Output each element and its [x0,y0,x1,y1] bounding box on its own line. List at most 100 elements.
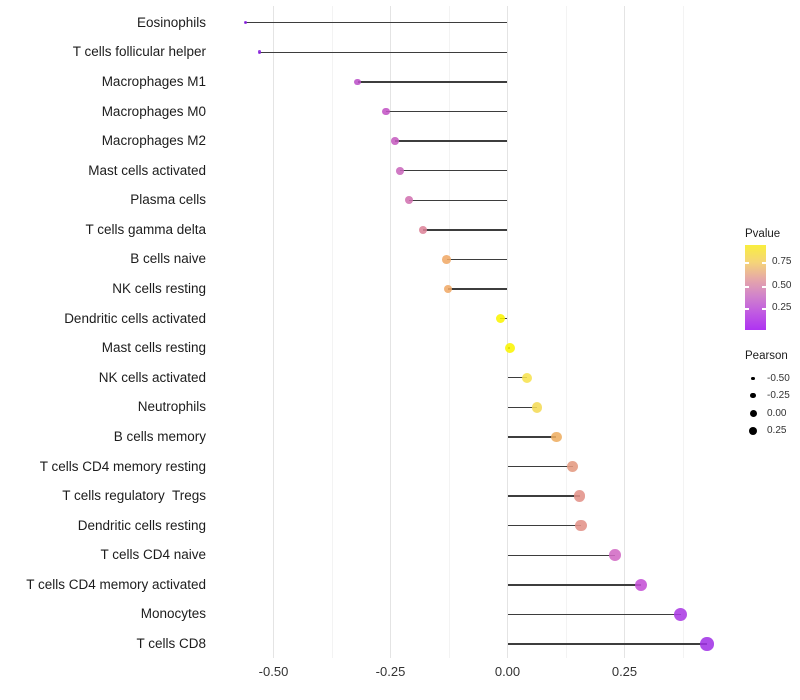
y-axis-label: T cells follicular helper [72,44,206,60]
lollipop-stem [395,140,508,142]
gradient-tick [745,308,749,310]
y-axis-label: T cells CD8 [136,635,206,651]
lollipop-stem [245,22,508,24]
lollipop-dot [700,637,714,651]
lollipop-dot [405,196,414,205]
lollipop-dot [522,372,533,383]
pvalue-color-legend: Pvalue 0.75 0.50 0.25 [745,228,800,340]
lollipop-stem [446,258,508,261]
size-key-dot [745,392,761,399]
lollipop-dot [257,50,262,55]
lollipop-stem [507,377,528,379]
lollipop-dot [566,460,579,473]
pearson-size-legend: Pearson -0.50 -0.25 0.00 0.25 [745,350,800,450]
lollipop-dot [442,255,452,264]
y-axis-label: T cells CD4 memory activated [26,576,206,592]
y-axis-label: Monocytes [140,606,206,622]
gradient-tick [745,262,749,264]
lollipop-dot [395,166,404,175]
lollipop-stem [423,229,508,231]
lollipop-stem [409,199,508,201]
pearson-legend-entry: 0.00 [745,405,786,422]
pvalue-legend-title: Pvalue [745,228,781,240]
gradient-tick [762,262,766,264]
y-axis-label: T cells gamma delta [85,221,206,237]
lollipop-stem [507,584,641,586]
lollipop-dot [495,313,506,324]
pvalue-tick-label: 0.75 [772,256,792,267]
y-axis-label: Macrophages M0 [101,103,206,119]
lollipop-stem [507,554,616,556]
lollipop-stem [385,110,508,113]
y-axis-label: Dendritic cells resting [77,517,206,533]
pearson-legend-title: Pearson [745,350,788,362]
lollipop-dot [443,284,453,294]
y-axis-label: B cells naive [130,251,206,267]
minor-gridline [331,6,333,658]
lollipop-dot [504,343,515,354]
lollipop-stem [507,406,537,409]
major-gridline [390,6,391,658]
gradient-tick [762,286,766,288]
x-tick-label: 0.25 [611,664,638,679]
lollipop-dot [573,490,586,502]
pvalue-tick-label: 0.25 [772,302,792,313]
lollipop-dot [354,78,362,86]
y-axis-label: Macrophages M2 [101,133,206,149]
y-axis-label: Macrophages M1 [101,73,206,89]
lollipop-dot [634,578,647,591]
lollipop-stem [259,51,508,54]
y-axis-label: Mast cells resting [101,340,206,356]
major-gridline [273,6,274,658]
lollipop-stem [507,643,707,645]
y-axis-label: B cells memory [113,428,206,444]
y-axis-label: T cells regulatory Tregs [62,488,206,504]
size-key-dot [745,376,761,381]
pearson-legend-value: 0.25 [767,425,787,436]
x-tick-label: 0.00 [494,664,521,679]
y-axis-label: Eosinophils [136,14,206,30]
size-key-dot [745,409,761,417]
y-axis-label: Neutrophils [137,399,206,415]
gradient-tick [762,308,766,310]
y-axis-label: Mast cells activated [88,162,206,178]
gradient-tick [745,286,749,288]
major-gridline [507,6,508,658]
minor-gridline [448,6,450,658]
lollipop-stem [507,436,557,438]
y-axis-label: Plasma cells [130,192,206,208]
x-tick-label: -0.25 [375,664,406,679]
lollipop-stem [507,613,681,616]
lollipop-dot [575,520,587,532]
lollipop-dot [243,21,247,25]
minor-gridline [682,6,684,658]
lollipop-dot [382,107,390,116]
lollipop-stem [357,81,508,83]
size-key-dot [745,426,761,435]
y-axis-label: T cells CD4 naive [100,547,206,563]
pearson-legend-value: -0.25 [767,390,790,401]
lollipop-dot [531,402,543,413]
pearson-legend-value: -0.50 [767,373,790,384]
lollipop-dot [419,225,428,234]
lollipop-stem [507,524,581,527]
x-tick-label: -0.50 [258,664,289,679]
pvalue-gradient-bar [745,245,766,330]
y-axis-label: Dendritic cells activated [64,310,206,326]
y-axis-label: NK cells resting [112,281,206,297]
y-axis-label: T cells CD4 memory resting [39,458,206,474]
lollipop-dot [391,137,399,145]
lollipop-dot [609,549,622,562]
minor-gridline [565,6,567,658]
pearson-legend-value: 0.00 [767,407,787,419]
major-gridline [624,6,625,658]
lollipop-stem [399,170,508,172]
y-axis-label: NK cells activated [98,369,206,385]
lollipop-stem [448,288,508,290]
lollipop-dot [550,431,562,443]
pearson-legend-entry: -0.50 [745,370,790,387]
lollipop-stem [507,465,573,468]
lollipop-stem [507,495,580,497]
pvalue-tick-label: 0.50 [772,280,792,291]
